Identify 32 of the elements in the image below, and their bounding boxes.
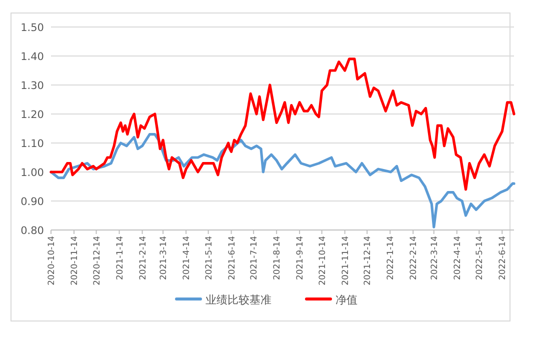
x-tick-label: 2022-5-14 <box>475 236 486 280</box>
x-tick-label: 2022-1-14 <box>386 236 396 280</box>
x-tick-label: 2021-10-14 <box>318 236 328 286</box>
y-tick-label: 0.80 <box>20 225 44 237</box>
y-tick-label: 1.30 <box>20 80 44 92</box>
line-series <box>50 58 516 191</box>
x-tick-label: 2021-2-14 <box>138 236 148 280</box>
y-tick-label: 1.50 <box>20 22 44 34</box>
x-tick-label: 2022-4-14 <box>452 236 463 280</box>
legend-label: 业绩比较基准 <box>206 294 272 306</box>
x-tick-label: 2021-8-14 <box>272 236 283 280</box>
x-tick-label: 2022-2-14 <box>409 236 420 280</box>
x-tick-label: 2020-12-14 <box>92 236 102 286</box>
x-tick-label: 2020-10-14 <box>47 236 57 286</box>
y-tick-label: 1.10 <box>20 138 44 150</box>
x-tick-label: 2022-6-14 <box>498 236 508 280</box>
x-tick-label: 2021-3-14 <box>159 236 170 280</box>
legend-label: 净值 <box>336 294 358 306</box>
y-tick-label: 1.20 <box>20 109 44 121</box>
x-tick-label: 2021-1-14 <box>115 236 126 280</box>
x-tick-label: 2021-7-14 <box>250 236 260 280</box>
x-tick-label: 2021-11-14 <box>340 236 351 286</box>
x-tick-label: 2020-11-14 <box>70 236 80 286</box>
y-tick-label: 1.40 <box>20 51 44 63</box>
x-tick-label: 2021-9-14 <box>296 236 306 280</box>
x-tick-label: 2022-3-14 <box>430 236 440 280</box>
x-tick-label: 2021-6-14 <box>227 236 238 280</box>
x-tick-label: 2021-5-14 <box>204 236 214 280</box>
y-tick-label: 1.00 <box>20 167 44 179</box>
x-tick-label: 2021-4-14 <box>182 236 192 280</box>
y-tick-label: 0.90 <box>20 196 44 208</box>
x-tick-label: 2021-12-14 <box>363 236 374 286</box>
